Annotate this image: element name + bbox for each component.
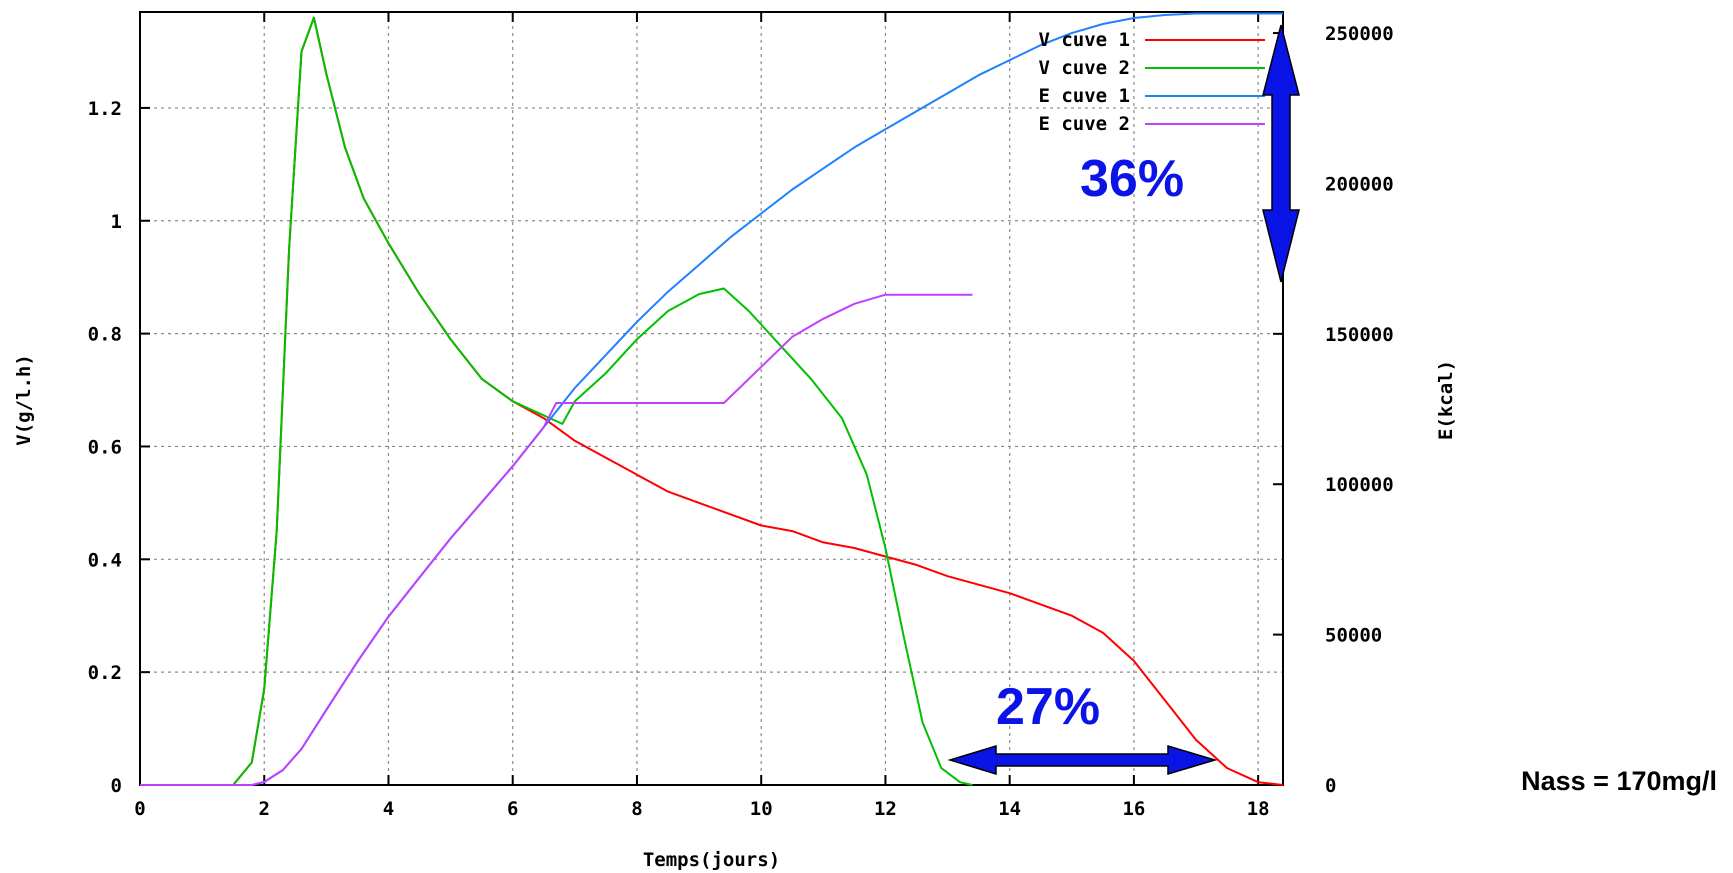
legend: V cuve 1 V cuve 2 E cuve 1 E cuve 2 <box>1038 29 1265 135</box>
y-tick-label: 1.2 <box>88 98 122 120</box>
axis-ticks: 0 2 4 6 8 10 12 14 16 18 0 0.2 0.4 0.6 0.8 1 1.2 0 50000 10… <box>88 12 1394 820</box>
series-line-4 <box>140 293 973 786</box>
x-tick-label: 0 <box>134 798 145 820</box>
vertical-double-arrow <box>1262 24 1300 283</box>
x-axis-label: Temps(jours) <box>643 849 780 871</box>
y-tick-label: 0.8 <box>88 324 122 346</box>
y-tick-label: 0.4 <box>88 549 122 571</box>
bottom-arrow-label: 27% <box>996 678 1100 736</box>
x-tick-label: 18 <box>1247 798 1270 820</box>
y2-tick-label: 150000 <box>1325 324 1394 346</box>
legend-label-1: V cuve 1 <box>1038 29 1130 51</box>
series-lines <box>140 12 1284 786</box>
annotations: 36% 27% Nass = 170mg/l <box>947 24 1717 796</box>
y2-axis-label: E(kcal) <box>1435 360 1457 440</box>
x-tick-label: 14 <box>998 798 1021 820</box>
y2-tick-label: 0 <box>1325 775 1336 797</box>
x-tick-label: 10 <box>750 798 773 820</box>
x-tick-label: 8 <box>631 798 642 820</box>
x-tick-label: 6 <box>507 798 518 820</box>
y2-tick-label: 100000 <box>1325 474 1394 496</box>
y-tick-label: 0.6 <box>88 436 122 458</box>
note-nass: Nass = 170mg/l <box>1521 766 1717 796</box>
y-axis-label: V(g/l.h) <box>13 354 35 446</box>
y-tick-label: 0 <box>111 775 122 797</box>
x-tick-label: 4 <box>383 798 394 820</box>
x-tick-label: 16 <box>1122 798 1145 820</box>
top-arrow-label: 36% <box>1080 150 1184 208</box>
horizontal-double-arrow <box>947 744 1218 776</box>
y2-tick-label: 200000 <box>1325 173 1394 195</box>
legend-label-3: E cuve 1 <box>1038 85 1130 107</box>
legend-label-2: V cuve 2 <box>1038 57 1130 79</box>
x-tick-label: 2 <box>259 798 270 820</box>
legend-label-4: E cuve 2 <box>1038 113 1130 135</box>
y-tick-label: 0.2 <box>88 662 122 684</box>
x-tick-label: 12 <box>874 798 897 820</box>
y-tick-label: 1 <box>111 211 122 233</box>
plot-frame <box>139 11 1284 786</box>
y2-tick-label: 50000 <box>1325 625 1382 647</box>
plot-border <box>139 11 1284 786</box>
series-line-2 <box>140 16 973 786</box>
y2-tick-label: 250000 <box>1325 23 1394 45</box>
